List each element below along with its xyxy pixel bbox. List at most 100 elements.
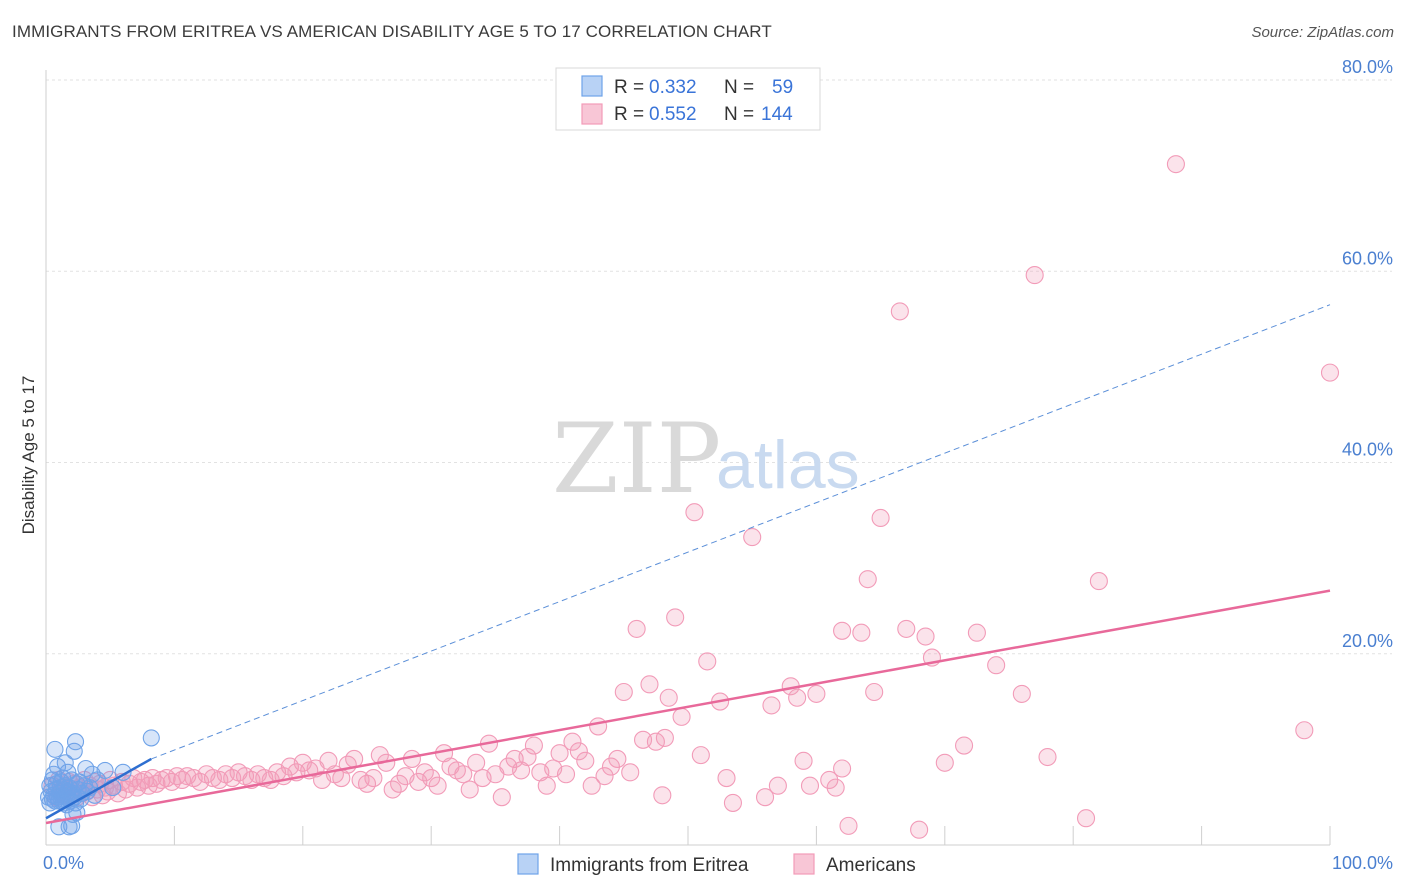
- point-americans: [589, 717, 608, 736]
- bottom-legend-label-eritrea: Immigrants from Eritrea: [550, 855, 749, 876]
- point-americans: [556, 765, 576, 784]
- point-americans: [621, 763, 640, 782]
- y-tick-label: 20.0%: [1342, 631, 1393, 651]
- point-eritrea: [59, 763, 77, 781]
- point-americans: [608, 749, 627, 768]
- point-americans: [839, 816, 858, 835]
- x-tick-labels: 0.0% 100.0%: [43, 853, 1393, 873]
- point-americans: [653, 786, 672, 805]
- point-americans: [345, 749, 364, 768]
- point-americans: [646, 732, 665, 751]
- legend-swatch-eritrea: [581, 75, 603, 97]
- legend-n-label: N =: [724, 104, 754, 125]
- point-americans: [910, 820, 929, 839]
- point-americans: [1089, 572, 1108, 591]
- watermark-atlas: atlas: [716, 427, 860, 503]
- y-tick-label: 40.0%: [1342, 440, 1393, 460]
- point-americans: [987, 656, 1006, 675]
- point-americans: [614, 682, 633, 702]
- point-americans: [833, 759, 852, 778]
- point-americans: [659, 688, 678, 707]
- point-americans: [569, 742, 588, 761]
- point-americans: [858, 570, 877, 589]
- point-americans: [672, 707, 691, 726]
- point-americans: [467, 753, 486, 772]
- chart-title: IMMIGRANTS FROM ERITREA VS AMERICAN DISA…: [12, 22, 772, 41]
- point-americans: [768, 776, 787, 795]
- point-americans: [955, 736, 974, 755]
- watermark: ZIP atlas: [552, 403, 860, 515]
- legend-swatch-americans: [581, 103, 603, 125]
- point-americans: [627, 619, 646, 638]
- point-americans: [492, 788, 511, 807]
- y-tick-label: 60.0%: [1342, 248, 1393, 268]
- grid-lines: [46, 79, 1392, 655]
- point-americans: [723, 793, 742, 812]
- point-americans: [390, 774, 409, 793]
- point-americans: [666, 608, 685, 627]
- point-americans: [460, 780, 479, 799]
- point-americans: [698, 652, 717, 671]
- trend-line-americans: [45, 589, 1331, 825]
- point-americans: [916, 627, 935, 646]
- point-americans: [1166, 155, 1185, 174]
- point-americans: [897, 619, 916, 638]
- point-americans: [833, 621, 852, 640]
- point-americans: [524, 736, 543, 755]
- point-eritrea: [77, 759, 95, 778]
- point-americans: [794, 751, 813, 770]
- trend-line-eritrea: [45, 757, 152, 820]
- trend-line-eritrea-dashed: [151, 304, 1331, 760]
- y-tick-label: 80.0%: [1342, 57, 1393, 77]
- point-americans: [1038, 747, 1057, 767]
- point-americans: [537, 776, 556, 795]
- point-eritrea: [142, 729, 160, 747]
- point-americans: [454, 765, 473, 784]
- point-americans: [1012, 684, 1031, 703]
- legend-r-value: 0.552: [649, 104, 697, 125]
- legend-r-label: R =: [614, 77, 644, 98]
- point-americans: [582, 776, 601, 795]
- point-americans: [890, 302, 909, 321]
- legend-n-label: N =: [724, 77, 754, 98]
- point-americans: [685, 503, 704, 522]
- point-americans: [826, 778, 845, 797]
- point-americans: [595, 767, 614, 786]
- source-label: Source: ZipAtlas.com: [1251, 24, 1394, 41]
- point-americans: [967, 623, 986, 642]
- point-americans: [691, 746, 710, 765]
- point-americans: [1076, 809, 1096, 828]
- axes: [45, 70, 1331, 846]
- legend-r-value: 0.332: [649, 77, 697, 98]
- point-eritrea: [96, 761, 114, 779]
- bottom-legend-swatch-eritrea: [517, 853, 539, 875]
- point-americans: [871, 508, 890, 528]
- point-eritrea: [56, 754, 74, 772]
- legend: R = 0.332 N = 59 R = 0.552 N = 144: [555, 67, 821, 131]
- point-americans: [788, 688, 807, 707]
- point-americans: [807, 684, 826, 703]
- point-americans: [800, 776, 820, 795]
- point-eritrea: [46, 740, 64, 758]
- trend-lines: [45, 304, 1331, 825]
- point-americans: [422, 769, 441, 788]
- bottom-legend-swatch-americans: [793, 853, 815, 875]
- watermark-zip: ZIP: [552, 403, 721, 515]
- point-americans: [563, 732, 582, 751]
- point-americans: [576, 751, 595, 770]
- legend-n-value: 144: [761, 104, 793, 125]
- legend-r-label: R =: [614, 104, 644, 125]
- bottom-legend: Immigrants from Eritrea Americans: [517, 853, 916, 876]
- point-americans: [762, 696, 781, 715]
- point-americans: [820, 770, 839, 790]
- point-americans: [743, 528, 762, 547]
- point-eritrea: [50, 818, 68, 836]
- point-americans: [1295, 721, 1314, 740]
- point-americans: [655, 728, 674, 747]
- series-eritrea: [40, 729, 160, 836]
- point-americans: [640, 675, 659, 694]
- x-tick-label: 0.0%: [43, 853, 84, 873]
- legend-n-value: 59: [772, 77, 793, 98]
- point-americans: [518, 747, 537, 767]
